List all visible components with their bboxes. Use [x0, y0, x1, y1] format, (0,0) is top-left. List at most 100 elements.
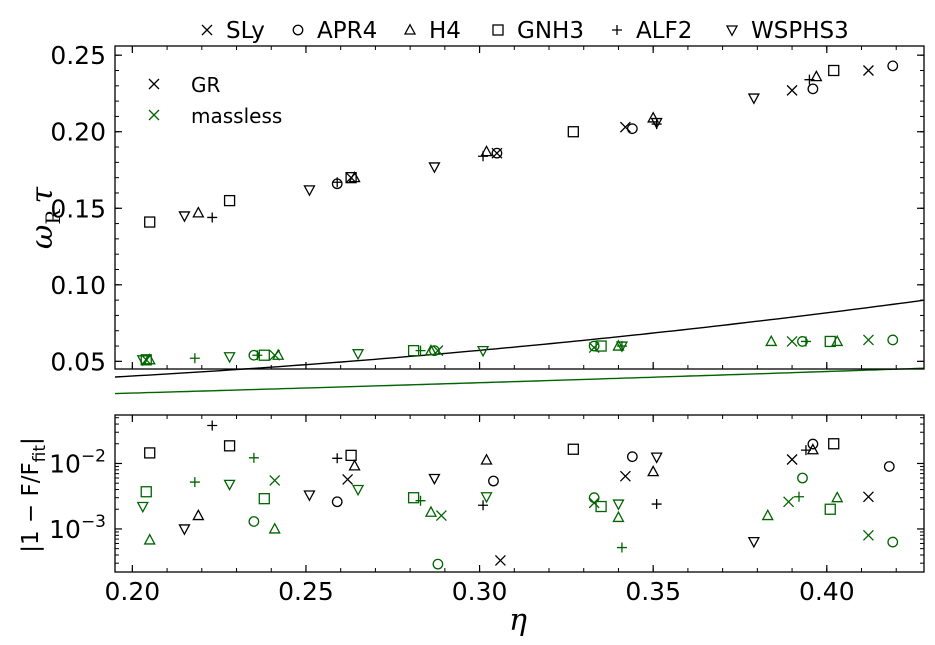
top-point-gr-wsphs3 [303, 185, 316, 197]
bottom-ylabel-main: |1 − F/F [18, 462, 44, 552]
bottom-point-massless-apr4 [887, 536, 899, 548]
top-point-massless-alf2 [252, 350, 263, 361]
bottom-point-gr-alf2 [651, 499, 662, 510]
top-point-massless-wsphs3 [136, 355, 149, 367]
top-point-gr-apr4 [626, 123, 638, 135]
top-fit-lines [114, 299, 925, 395]
bottom-point-massless-h4 [424, 505, 438, 517]
top-data-points [136, 60, 899, 367]
top-point-massless-sly [786, 335, 798, 347]
bot-ticks-xtick-label: 0.30 [452, 577, 508, 606]
bottom-point-gr-wsphs3 [303, 490, 316, 502]
bottom-point-gr-sly [862, 491, 874, 503]
top-point-gr-gnh3 [144, 216, 156, 228]
top-point-gr-wsphs3 [178, 211, 191, 223]
bot-ticks-xtick-label: 0.20 [105, 577, 161, 606]
bottom-point-massless-wsphs3 [223, 479, 236, 491]
bottom-point-massless-alf2 [794, 491, 805, 502]
bottom-point-gr-apr4 [626, 451, 638, 463]
bottom-point-gr-h4 [806, 443, 819, 455]
bottom-point-massless-sly [435, 510, 447, 522]
bottom-point-gr-h4 [480, 453, 493, 465]
bottom-ytick-label: 10−3 [49, 512, 106, 544]
bottom-point-massless-sly [783, 496, 795, 508]
inner-legend-label-GR: GR [191, 73, 220, 97]
top-point-gr-gnh3 [567, 126, 579, 138]
bottom-point-massless-h4 [612, 510, 625, 523]
legend-marker-apr4 [292, 24, 304, 36]
bottom-point-massless-sly [862, 529, 874, 541]
top-point-gr-alf2 [804, 74, 815, 85]
top-ylabel-tau: τ [25, 187, 60, 204]
top-point-gr-gnh3 [223, 194, 236, 207]
bottom-point-massless-wsphs3 [480, 492, 493, 504]
bottom-point-massless-alf2 [189, 477, 200, 488]
top-point-massless-sly [862, 334, 874, 346]
bottom-point-massless-wsphs3 [351, 484, 365, 497]
top-point-gr-wsphs3 [428, 162, 441, 174]
bottom-point-gr-sly [342, 473, 354, 485]
top-point-massless-wsphs3 [351, 349, 365, 361]
top-point-gr-apr4 [491, 147, 503, 159]
top-point-gr-h4 [348, 171, 361, 183]
top-point-massless-wsphs3 [223, 352, 236, 364]
top-point-gr-apr4 [807, 83, 819, 95]
bottom-point-massless-h4 [268, 522, 281, 534]
top-point-massless-apr4 [588, 340, 600, 352]
bottom-panel: 0.20 0.25 0.30 0.35 0.40 10−3 10−2 |1 − F/Ffit… [18, 414, 925, 638]
top-point-gr-gnh3 [345, 171, 357, 184]
bottom-point-gr-sly [786, 454, 798, 465]
top-ylabel-sub: R [41, 209, 65, 225]
bot-ticks-xtick-label: 0.25 [278, 577, 334, 606]
bottom-data-points [136, 420, 899, 570]
bottom-plot-frame [114, 414, 925, 573]
top-point-massless-wsphs3 [615, 341, 629, 353]
bottom-point-massless-h4 [761, 508, 774, 521]
bottom-point-gr-gnh3 [223, 440, 236, 452]
bottom-point-massless-gnh3 [595, 500, 607, 513]
bottom-point-gr-wsphs3 [650, 452, 663, 464]
inner-legend-label-massless: massless [191, 104, 282, 128]
top-point-gr-apr4 [887, 60, 899, 72]
top-ytick-label: 0.20 [50, 118, 106, 147]
bottom-point-gr-apr4 [883, 461, 895, 472]
inner-legend-marker-GR [148, 78, 160, 90]
top-ytick-label: 0.15 [50, 194, 106, 223]
bottom-point-gr-wsphs3 [747, 536, 760, 549]
top-point-massless-h4 [831, 334, 844, 347]
legend-label-gnh3: GNH3 [517, 18, 584, 44]
top-point-massless-h4 [272, 348, 285, 360]
bottom-ylabel-end: | [18, 437, 44, 445]
bottom-point-gr-wsphs3 [178, 524, 191, 536]
bottom-point-gr-sly [494, 555, 506, 566]
legend-marker-sly [201, 24, 213, 36]
bottom-point-massless-h4 [831, 491, 844, 503]
bottom-point-massless-gnh3 [407, 492, 420, 504]
bottom-point-massless-apr4 [588, 492, 600, 504]
top-point-massless-sly [432, 345, 444, 357]
bottom-ytick-label: 10−2 [49, 446, 106, 478]
bottom-point-gr-apr4 [331, 496, 343, 508]
top-point-massless-gnh3 [140, 354, 152, 366]
top-point-gr-alf2 [332, 177, 343, 188]
top-ticks: 0.05 0.10 0.15 0.20 0.25 [50, 41, 924, 376]
legend-label-wsphs3: WSPHS3 [751, 18, 849, 44]
top-point-gr-gnh3 [828, 64, 840, 77]
bottom-point-gr-wsphs3 [428, 473, 441, 486]
bot-ticks-xtick-label: 0.40 [799, 577, 855, 606]
bottom-point-massless-apr4 [248, 516, 260, 527]
top-point-massless-alf2 [415, 345, 426, 356]
bottom-point-gr-sly [619, 470, 631, 482]
bottom-point-massless-gnh3 [824, 503, 836, 515]
bottom-xlabel: η [509, 603, 527, 638]
bottom-point-massless-gnh3 [140, 486, 152, 498]
legend-marker-h4 [403, 23, 417, 35]
bottom-point-massless-alf2 [415, 495, 426, 506]
legend-label-alf2: ALF2 [636, 18, 692, 44]
top-point-massless-alf2 [189, 353, 200, 364]
top-point-massless-gnh3 [595, 340, 607, 352]
legend-label-apr4: APR4 [317, 18, 377, 44]
top-point-massless-h4 [424, 344, 438, 356]
bottom-point-gr-alf2 [800, 445, 811, 456]
bottom-point-massless-sly [269, 475, 281, 486]
